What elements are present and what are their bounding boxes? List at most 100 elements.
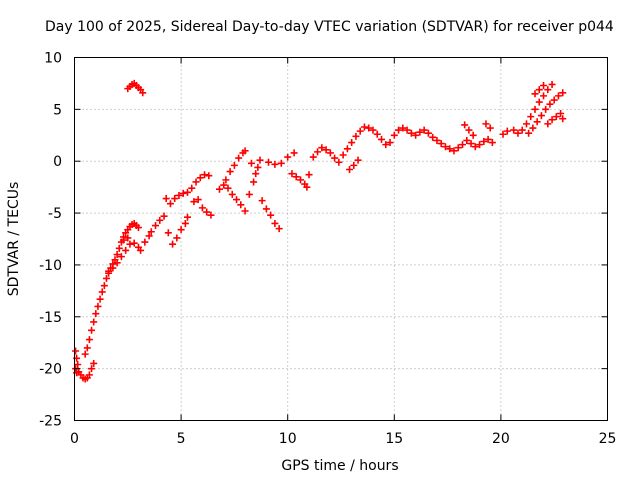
data-point <box>529 124 537 132</box>
data-point <box>284 153 292 161</box>
data-point <box>296 176 304 184</box>
data-point <box>343 145 351 153</box>
data-point <box>115 244 123 252</box>
x-tick-label: 25 <box>599 431 617 447</box>
data-point <box>181 219 189 227</box>
data-point <box>228 190 236 198</box>
data-point <box>235 154 243 162</box>
data-point <box>386 139 394 147</box>
data-point <box>81 350 89 358</box>
data-point <box>288 170 296 178</box>
data-point <box>527 113 535 121</box>
data-point <box>450 147 458 155</box>
data-point <box>429 133 437 141</box>
data-point <box>412 131 420 139</box>
data-point <box>241 147 249 155</box>
data-point <box>459 141 467 149</box>
data-point <box>557 110 565 118</box>
data-point <box>194 196 202 204</box>
data-point <box>113 259 121 267</box>
tick-label-layer: 0 5 10 15 20 25 -25 -20 -15 -10 -5 0 5 10 <box>39 51 616 448</box>
data-point <box>215 185 223 193</box>
data-point <box>237 201 245 209</box>
data-point <box>222 176 230 184</box>
x-tick-label: 10 <box>279 431 297 447</box>
y-tick-label: -20 <box>39 362 62 378</box>
data-point <box>548 80 556 88</box>
data-point <box>533 118 541 126</box>
data-point <box>254 163 262 171</box>
data-point <box>190 198 198 206</box>
data-point <box>267 211 275 219</box>
data-point <box>424 129 432 137</box>
plot-frame <box>74 57 608 421</box>
data-point <box>177 226 185 234</box>
data-point <box>441 143 449 151</box>
data-point <box>550 96 558 104</box>
chart-title: Day 100 of 2025, Sidereal Day-to-day VTE… <box>45 19 614 35</box>
data-point <box>420 126 428 134</box>
series-arc-morning-lower <box>105 234 145 275</box>
data-point <box>72 347 80 355</box>
data-point <box>120 236 128 244</box>
data-point <box>403 126 411 134</box>
data-point <box>88 365 96 373</box>
data-point <box>258 197 266 205</box>
data-point <box>399 124 407 132</box>
data-point <box>484 135 492 143</box>
data-point <box>518 126 526 134</box>
data-point <box>188 184 196 192</box>
series-arc-noon <box>288 123 390 191</box>
data-point <box>514 129 522 137</box>
data-point <box>83 344 91 352</box>
data-point <box>331 154 339 162</box>
y-axis-title: SDTVAR / TECUs <box>6 182 22 297</box>
data-point <box>292 173 300 181</box>
data-point <box>124 234 132 242</box>
data-point <box>85 336 93 344</box>
data-point <box>373 130 381 138</box>
data-point <box>134 224 142 232</box>
series-arc-evening <box>518 80 567 137</box>
data-point <box>535 86 543 94</box>
data-point <box>271 219 279 227</box>
data-point <box>390 131 398 139</box>
data-point <box>247 159 255 167</box>
y-tick-label: -15 <box>39 310 62 326</box>
data-point <box>482 120 490 128</box>
data-point <box>250 178 258 186</box>
data-point <box>256 156 264 164</box>
data-point <box>335 158 343 166</box>
data-point <box>130 239 138 247</box>
data-point <box>160 212 168 220</box>
data-point <box>540 82 548 90</box>
data-point <box>395 126 403 134</box>
data-point <box>98 288 106 296</box>
data-point <box>85 371 93 379</box>
data-point <box>548 116 556 124</box>
data-point <box>166 200 174 208</box>
data-point <box>535 98 543 106</box>
data-point <box>198 204 206 212</box>
x-axis-title: GPS time / hours <box>281 458 398 474</box>
data-point <box>162 195 170 203</box>
x-tick-label: 20 <box>492 431 510 447</box>
data-point <box>531 90 539 98</box>
series-arc-early-spike <box>124 79 147 97</box>
data-point <box>241 207 249 215</box>
data-point <box>196 174 204 182</box>
y-tick-label: 0 <box>53 154 62 170</box>
data-point <box>488 139 496 147</box>
data-point <box>346 166 354 174</box>
data-point <box>348 139 356 147</box>
data-point <box>96 295 104 303</box>
data-point <box>461 121 469 129</box>
data-point <box>544 86 552 94</box>
data-point <box>354 156 362 164</box>
grid-layer <box>74 57 608 421</box>
data-point <box>113 251 121 259</box>
data-point <box>271 160 279 168</box>
data-point <box>326 149 334 157</box>
data-point <box>137 246 145 254</box>
data-point <box>365 124 373 132</box>
